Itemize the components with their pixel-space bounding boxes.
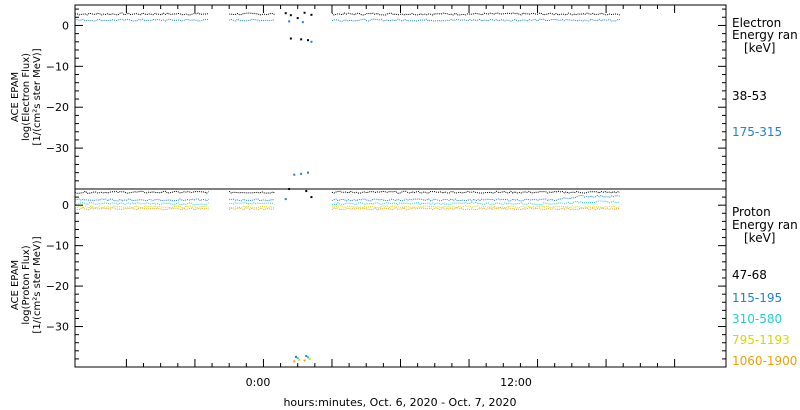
series-point <box>284 198 287 201</box>
series-point <box>310 13 313 16</box>
y-tick-label: −30 <box>46 321 69 334</box>
proton-y-axis-title: ACE EPAM log(Proton Flux) [1/(cm²s ster … <box>10 236 43 333</box>
electron-y-axis-title: ACE EPAM log(Electron Flux) [1/(cm²s ste… <box>10 48 43 145</box>
proton-legend-entry-5: 1060-1900 <box>732 354 797 368</box>
proton-legend-entry-4: 795-1193 <box>732 333 790 347</box>
series-trace <box>228 207 275 211</box>
proton-legend-entry-2: 115-195 <box>732 291 782 305</box>
proton-legend-entry-1: 47-68 <box>732 268 767 282</box>
electron-ylabel-line-1: ACE EPAM <box>10 72 21 122</box>
series-point <box>288 188 291 190</box>
series-trace <box>229 202 275 205</box>
series-trace <box>74 198 209 202</box>
series-trace <box>74 12 209 16</box>
series-trace <box>228 190 275 194</box>
electron-panel: 0 −10 −20 −30 ACE EPAM log(Electron Flux) [… <box>10 4 798 190</box>
proton-plot-frame <box>74 188 727 368</box>
y-tick-label: −10 <box>46 240 69 253</box>
proton-series-group <box>74 188 621 363</box>
y-tick-label: −10 <box>46 60 69 73</box>
series-trace <box>331 207 620 211</box>
series-point <box>301 21 304 24</box>
series-310-580 <box>74 200 621 360</box>
series-trace <box>74 205 209 209</box>
series-point <box>298 358 301 361</box>
x-tick-label-0000: 0:00 <box>246 376 271 389</box>
series-point <box>310 40 313 43</box>
series-point <box>284 12 287 15</box>
series-point <box>303 359 306 362</box>
series-point <box>306 171 309 174</box>
series-175-315 <box>74 18 620 176</box>
proton-legend: Proton Energy ran [keV] 47-68 115-195 31… <box>732 205 798 368</box>
proton-ylabel-line-1: ACE EPAM <box>10 260 21 310</box>
series-trace <box>331 200 621 206</box>
series-point <box>289 14 292 17</box>
series-point <box>296 17 299 20</box>
series-point <box>300 38 303 41</box>
series-trace <box>74 18 209 22</box>
electron-series-group <box>74 11 620 176</box>
series-point <box>303 11 306 14</box>
y-tick-label: 0 <box>62 199 69 212</box>
series-trace <box>74 190 209 194</box>
series-point <box>306 39 309 42</box>
series-point <box>306 356 309 359</box>
series-point <box>308 357 311 360</box>
series-trace <box>331 18 620 22</box>
series-trace <box>331 194 620 202</box>
series-38-53 <box>74 11 620 42</box>
electron-legend-entry-1: 38-53 <box>732 89 767 103</box>
series-115-195 <box>74 194 620 358</box>
electron-legend-title-1: Electron <box>732 16 781 30</box>
proton-y-axis: 0 −10 −20 −30 <box>46 188 726 368</box>
proton-legend-title-1: Proton <box>732 205 771 219</box>
series-point <box>296 357 299 360</box>
series-point <box>289 37 292 40</box>
proton-legend-title-2: Energy ran <box>732 218 798 232</box>
series-point <box>293 360 296 363</box>
electron-legend-entry-2: 175-315 <box>732 125 782 139</box>
electron-legend-title-2: Energy ran <box>732 28 798 42</box>
series-trace <box>229 12 275 16</box>
proton-ylabel-line-3: [1/(cm²s ster MeV)] <box>32 236 43 333</box>
series-trace <box>74 202 209 206</box>
electron-ylabel-line-3: [1/(cm²s ster MeV)] <box>32 48 43 145</box>
electron-ylabel-line-2: log(Electron Flux) <box>21 53 32 141</box>
series-795-1193 <box>74 205 621 361</box>
series-47-68 <box>74 188 620 199</box>
proton-legend-title-3: [keV] <box>744 231 775 245</box>
series-trace <box>229 198 275 202</box>
series-point <box>305 190 308 193</box>
series-point <box>294 355 297 358</box>
proton-panel: 0 −10 −20 −30 ACE EPAM log(Proton Flux) [1/… <box>10 188 798 368</box>
y-tick-label: −30 <box>46 142 69 155</box>
x-axis-title: hours:minutes, Oct. 6, 2020 - Oct. 7, 20… <box>283 396 516 409</box>
series-point <box>310 196 313 199</box>
electron-plot-frame <box>74 4 727 190</box>
electron-legend: Electron Energy ran [keV] 38-53 175-315 <box>732 16 798 139</box>
proton-legend-entry-3: 310-580 <box>732 312 782 326</box>
series-point <box>288 20 291 23</box>
proton-ylabel-line-2: log(Proton Flux) <box>21 245 32 324</box>
shared-x-axis <box>125 5 676 367</box>
y-tick-label: 0 <box>62 19 69 32</box>
series-trace <box>331 190 620 194</box>
series-point <box>293 173 296 176</box>
series-trace <box>229 18 275 22</box>
series-trace <box>229 205 275 209</box>
y-tick-label: −20 <box>46 101 69 114</box>
series-point <box>305 355 308 358</box>
series-point <box>300 172 303 175</box>
series-1060-1900 <box>74 207 620 363</box>
electron-y-axis: 0 −10 −20 −30 <box>46 8 726 190</box>
electron-legend-title-3: [keV] <box>744 41 775 55</box>
series-trace <box>74 207 209 211</box>
series-trace <box>331 12 620 16</box>
y-tick-label: −20 <box>46 280 69 293</box>
x-tick-label-1200: 12:00 <box>500 376 532 389</box>
series-trace <box>332 205 621 209</box>
